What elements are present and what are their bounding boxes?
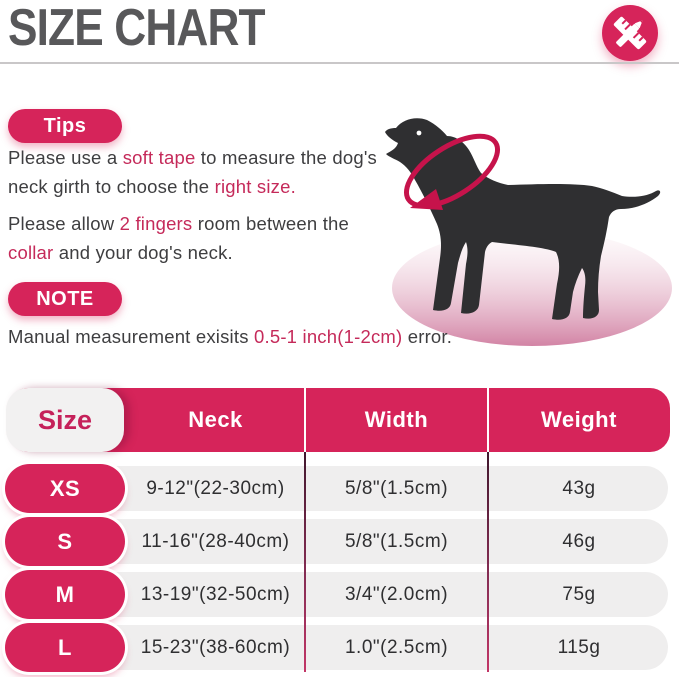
highlighted-text: soft tape bbox=[122, 147, 196, 168]
header-divider-line bbox=[304, 388, 306, 452]
table-row: M 13-19"(32-50cm) 3/4"(2.0cm) 75g bbox=[5, 570, 670, 619]
cell-weight: 75g bbox=[562, 583, 596, 605]
table-row: S 11-16"(28-40cm) 5/8"(1.5cm) 46g bbox=[5, 517, 670, 566]
text-segment: and your dog's neck. bbox=[53, 242, 233, 263]
size-pill: L bbox=[5, 623, 125, 672]
highlighted-text: 0.5-1 inch(1-2cm) bbox=[254, 326, 403, 347]
table-header-cells: Neck Width Weight bbox=[8, 388, 670, 452]
row-cells: 13-19"(32-50cm) 3/4"(2.0cm) 75g bbox=[8, 570, 670, 619]
column-divider-line bbox=[487, 452, 489, 672]
size-table: Neck Width Weight Size XS 9-12"(22-30cm)… bbox=[5, 388, 670, 674]
row-cells: 11-16"(28-40cm) 5/8"(1.5cm) 46g bbox=[8, 517, 670, 566]
text-segment: Please use a bbox=[8, 147, 123, 168]
cell-neck: 15-23"(38-60cm) bbox=[140, 636, 291, 658]
cell-neck: 9-12"(22-30cm) bbox=[146, 477, 285, 499]
table-row: L 15-23"(38-60cm) 1.0"(2.5cm) 115g bbox=[5, 623, 670, 672]
cell-neck: 13-19"(32-50cm) bbox=[140, 583, 291, 605]
cell-width: 1.0"(2.5cm) bbox=[344, 636, 449, 658]
dog-collar-illustration bbox=[340, 86, 679, 348]
table-row: XS 9-12"(22-30cm) 5/8"(1.5cm) 43g bbox=[5, 464, 670, 513]
size-pill: S bbox=[5, 517, 125, 566]
ruler-pencil-icon-svg bbox=[602, 5, 658, 61]
cell-weight: 43g bbox=[562, 477, 596, 499]
dog-eye bbox=[416, 130, 422, 136]
header-size-pill: Size bbox=[6, 388, 124, 452]
tips-badge: Tips bbox=[8, 109, 122, 143]
text-segment: Please allow bbox=[8, 213, 120, 234]
tip-paragraph-2: Please allow 2 fingers room between the c… bbox=[8, 209, 349, 267]
column-divider-line bbox=[304, 452, 306, 672]
tape-arrowhead bbox=[410, 189, 443, 210]
header-neck: Neck bbox=[188, 407, 243, 432]
highlighted-text: collar bbox=[8, 242, 54, 263]
note-badge: NOTE bbox=[8, 282, 122, 316]
highlighted-text: 2 fingers bbox=[119, 213, 193, 234]
text-segment: error. bbox=[402, 326, 453, 347]
tip-paragraph-1: Please use a soft tape to measure the do… bbox=[8, 143, 377, 201]
cell-neck: 11-16"(28-40cm) bbox=[141, 530, 290, 552]
cell-width: 3/4"(2.0cm) bbox=[344, 583, 449, 605]
cell-width: 5/8"(1.5cm) bbox=[344, 530, 449, 552]
cell-weight: 115g bbox=[557, 636, 601, 658]
size-pill: M bbox=[5, 570, 125, 619]
cell-weight: 46g bbox=[562, 530, 596, 552]
text-segment: neck girth to choose the bbox=[8, 176, 215, 197]
measuring-tape-loop bbox=[403, 133, 501, 209]
row-cells: 9-12"(22-30cm) 5/8"(1.5cm) 43g bbox=[8, 464, 670, 513]
text-segment: room between the bbox=[192, 213, 350, 234]
text-segment: to measure the dog's bbox=[195, 147, 377, 168]
header-weight: Weight bbox=[541, 407, 617, 432]
text-segment: Manual measurement exisits bbox=[8, 326, 254, 347]
size-pill: XS bbox=[5, 464, 125, 513]
header-divider-line bbox=[487, 388, 489, 452]
highlighted-text: right size. bbox=[214, 176, 296, 197]
row-cells: 15-23"(38-60cm) 1.0"(2.5cm) 115g bbox=[8, 623, 670, 672]
cell-width: 5/8"(1.5cm) bbox=[344, 477, 449, 499]
ruler-pencil-icon bbox=[602, 5, 658, 61]
header-divider bbox=[0, 62, 679, 64]
note-text: Manual measurement exisits 0.5-1 inch(1-… bbox=[8, 322, 452, 351]
dog-silhouette bbox=[385, 118, 661, 320]
header-width: Width bbox=[364, 407, 429, 432]
page-title: SIZE CHART bbox=[8, 0, 266, 57]
